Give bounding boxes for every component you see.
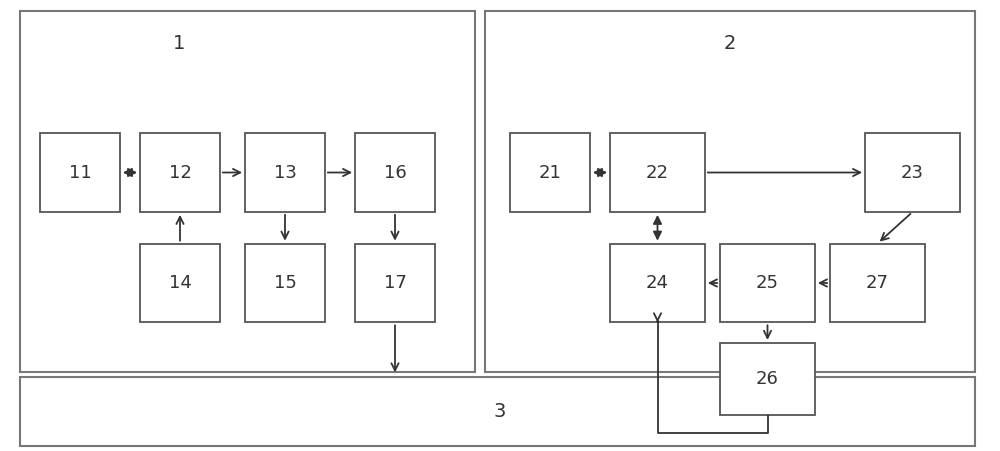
Text: 13: 13 (274, 164, 296, 181)
Text: 24: 24 (646, 274, 669, 292)
Text: 15: 15 (274, 274, 296, 292)
Text: 2: 2 (724, 34, 736, 53)
Text: 23: 23 (901, 164, 924, 181)
Text: 14: 14 (169, 274, 191, 292)
Text: 26: 26 (756, 370, 779, 388)
Bar (720, 244, 815, 322)
Bar (610, 133, 705, 212)
Text: 12: 12 (169, 164, 191, 181)
Bar (510, 133, 590, 212)
Bar (355, 133, 435, 212)
Bar (830, 244, 925, 322)
Bar (720, 343, 815, 415)
Bar (355, 244, 435, 322)
Text: 22: 22 (646, 164, 669, 181)
Bar (20, 11, 475, 372)
Text: 17: 17 (384, 274, 406, 292)
Bar (485, 11, 975, 372)
Text: 1: 1 (173, 34, 185, 53)
Bar (140, 133, 220, 212)
Text: 3: 3 (494, 402, 506, 421)
Bar (610, 244, 705, 322)
Text: 16: 16 (384, 164, 406, 181)
Text: 11: 11 (69, 164, 91, 181)
Bar (245, 244, 325, 322)
Bar (140, 244, 220, 322)
Bar (20, 377, 975, 446)
Bar (245, 133, 325, 212)
Bar (40, 133, 120, 212)
Text: 25: 25 (756, 274, 779, 292)
Text: 21: 21 (539, 164, 561, 181)
Text: 27: 27 (866, 274, 889, 292)
Bar (865, 133, 960, 212)
